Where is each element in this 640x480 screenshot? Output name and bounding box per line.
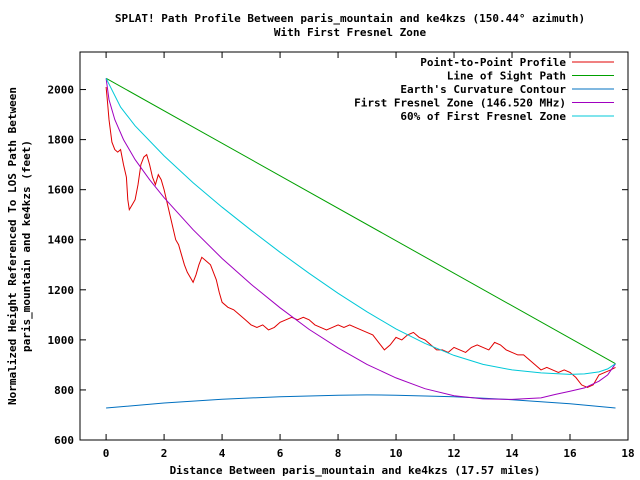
series-line-line-of-sight-path <box>105 77 616 365</box>
chart-title-line-1: SPLAT! Path Profile Between paris_mounta… <box>115 12 585 25</box>
x-tick-label: 16 <box>563 447 577 460</box>
x-tick-label: 14 <box>505 447 519 460</box>
series-line-earth-s-curvature-contour <box>106 394 616 409</box>
legend-label: Line of Sight Path <box>447 70 566 83</box>
series-line-60-of-first-fresnel-zone <box>105 78 616 375</box>
y-tick-label: 800 <box>54 384 74 397</box>
x-tick-label: 6 <box>277 447 284 460</box>
legend-label: Earth's Curvature Contour <box>400 83 566 96</box>
y-tick-label: 1600 <box>48 184 75 197</box>
plot-frame <box>79 51 629 441</box>
x-tick-label: 12 <box>447 447 460 460</box>
x-tick-label: 18 <box>621 447 634 460</box>
y-tick-label: 1400 <box>48 234 75 247</box>
y-tick-label: 1800 <box>48 134 75 147</box>
x-tick-label: 10 <box>389 447 402 460</box>
series-line-first-fresnel-zone-146-520-mhz <box>105 78 616 400</box>
y-tick-label: 1000 <box>48 334 75 347</box>
y-tick-label: 2000 <box>48 84 75 97</box>
y-tick-label: 600 <box>54 434 74 447</box>
legend-label: 60% of First Fresnel Zone <box>400 110 566 123</box>
legend-label: First Fresnel Zone (146.520 MHz) <box>354 97 566 110</box>
y-axis-label-line-1: Normalized Height Referenced To LOS Path… <box>6 87 19 405</box>
legend-label: Point-to-Point Profile <box>420 56 566 69</box>
x-tick-label: 2 <box>161 447 168 460</box>
axis-ticks: 0 2 4 6 8 10 12 14 16 18 600 800 1000 1200 1400 1600 180… <box>48 52 635 460</box>
x-tick-label: 8 <box>335 447 342 460</box>
series-lines <box>105 77 616 409</box>
y-tick-label: 1200 <box>48 284 75 297</box>
chart-title-line-2: With First Fresnel Zone <box>274 26 427 39</box>
x-tick-label: 4 <box>219 447 226 460</box>
x-axis-label: Distance Between paris_mountain and ke4k… <box>170 464 541 477</box>
x-tick-label: 0 <box>103 447 110 460</box>
series-line-point-to-point-profile <box>105 86 616 388</box>
y-axis-label-line-2: paris_mountain and ke4kzs (feet) <box>20 140 33 352</box>
